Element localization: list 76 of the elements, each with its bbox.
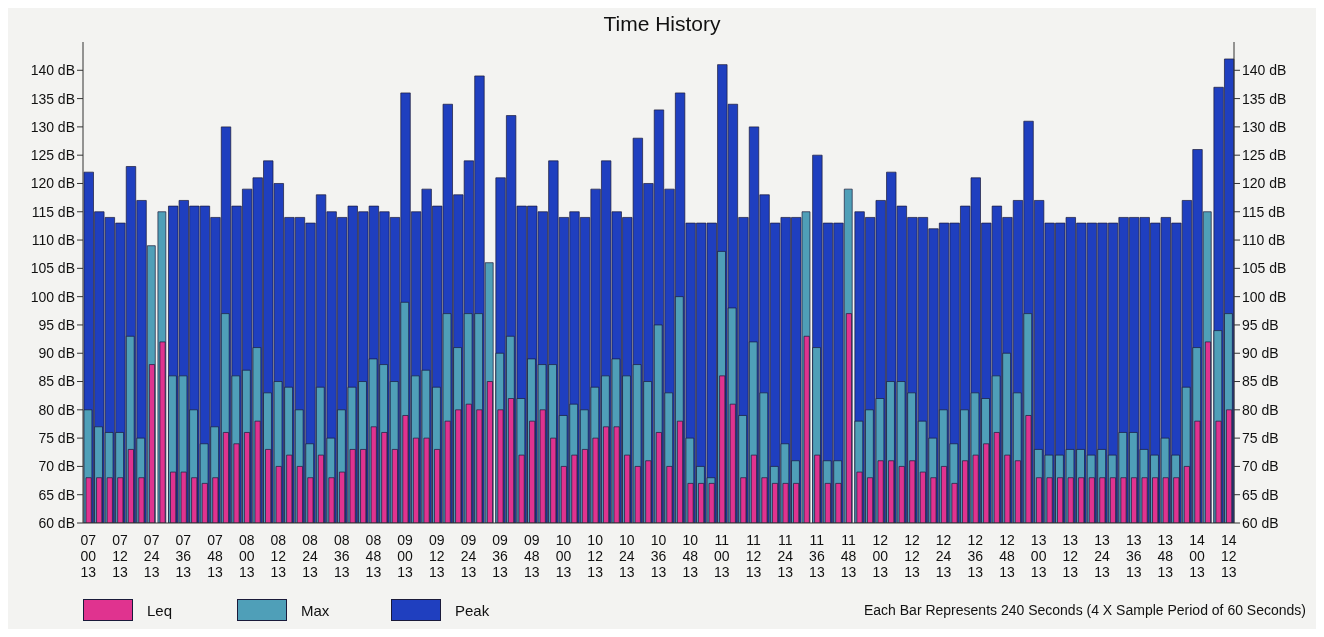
x-tick-label: 07 48 13	[207, 532, 223, 580]
x-tick-label: 13 00 13	[1030, 532, 1047, 580]
y-tick-label: 105 dB	[30, 260, 75, 277]
y2-tick-label: 80 dB	[1242, 401, 1279, 418]
x-tick-label: 12 48 13	[999, 532, 1015, 580]
y-tick-label: 100 dB	[30, 288, 75, 305]
chart-title: Time History	[602, 11, 722, 37]
x-tick-label: 10 24 13	[619, 532, 635, 580]
x-tick-label: 12 36 13	[967, 532, 984, 580]
y2-tick-label: 100 dB	[1242, 288, 1287, 305]
x-tick-label: 12 00 13	[872, 532, 889, 580]
x-tick-label: 10 00 13	[555, 532, 572, 580]
y-tick-label: 95 dB	[38, 316, 75, 333]
y2-tick-label: 90 dB	[1242, 345, 1279, 362]
x-tick-label: 14 12 13	[1220, 532, 1237, 580]
x-tick-label: 11 12 13	[745, 532, 762, 580]
y2-tick-label: 105 dB	[1242, 260, 1287, 277]
y2-tick-label: 130 dB	[1242, 118, 1287, 135]
x-tick-label: 10 12 13	[587, 532, 604, 580]
x-tick-label: 09 36 13	[492, 532, 509, 580]
x-tick-label: 08 12 13	[270, 532, 287, 580]
y-tick-label: 140 dB	[30, 62, 75, 79]
x-tick-label: 08 36 13	[333, 532, 350, 580]
legend-label: Max	[301, 601, 331, 619]
y2-tick-label: 70 dB	[1242, 458, 1279, 475]
y-tick-label: 70 dB	[38, 458, 75, 475]
y-tick-label: 115 dB	[31, 203, 75, 220]
x-tick-label: 07 12 13	[112, 532, 128, 580]
x-tick-label: 07 00 13	[80, 532, 97, 580]
x-tick-label: 09 12 13	[428, 532, 445, 580]
y2-tick-label: 125 dB	[1242, 147, 1287, 164]
y2-tick-label: 75 dB	[1242, 430, 1279, 447]
legend-label: Leq	[147, 601, 174, 619]
x-tick-label: 14 00 13	[1189, 532, 1206, 580]
y-tick-label: 120 dB	[30, 175, 75, 192]
x-tick-label: 10 48 13	[682, 532, 699, 580]
y-tick-label: 85 dB	[38, 373, 75, 390]
y-tick-label: 80 dB	[38, 401, 75, 418]
x-tick-label: 10 36 13	[650, 532, 667, 580]
x-tick-label: 12 24 13	[935, 532, 952, 580]
y-tick-label: 60 dB	[38, 514, 75, 531]
y-tick-label: 130 dB	[30, 118, 75, 135]
y2-tick-label: 85 dB	[1242, 373, 1279, 390]
x-tick-label: 12 12 13	[904, 532, 920, 580]
x-tick-label: 13 12 13	[1062, 532, 1079, 580]
y-tick-label: 65 dB	[38, 486, 75, 503]
legend-label: Peak	[455, 601, 491, 619]
x-tick-label: 09 24 13	[460, 532, 477, 580]
x-tick-label: 13 36 13	[1125, 532, 1142, 580]
y-tick-label: 135 dB	[30, 90, 75, 107]
x-tick-label: 13 48 13	[1157, 532, 1174, 580]
y2-tick-label: 95 dB	[1242, 316, 1279, 333]
x-tick-label: 07 36 13	[175, 532, 192, 580]
y-tick-label: 125 dB	[30, 147, 75, 164]
x-tick-label: 07 24 13	[143, 532, 160, 580]
y2-tick-label: 65 dB	[1242, 486, 1279, 503]
y2-tick-label: 60 dB	[1242, 514, 1279, 531]
y2-tick-label: 135 dB	[1242, 90, 1287, 107]
x-tick-label: 11 24 13	[777, 532, 794, 580]
x-tick-label: 11 00 13	[714, 532, 730, 580]
x-tick-label: 09 48 13	[524, 532, 540, 580]
y-tick-label: 110 dB	[31, 232, 75, 249]
y2-tick-label: 140 dB	[1242, 62, 1287, 79]
x-tick-label: 09 00 13	[397, 532, 414, 580]
x-tick-label: 08 00 13	[238, 532, 255, 580]
text: Each Bar Represents 240 Seconds (4 X Sample Period of 60 Seconds)	[863, 602, 1306, 618]
x-tick-label: 08 48 13	[365, 532, 382, 580]
y2-tick-label: 115 dB	[1242, 203, 1286, 220]
y2-tick-label: 110 dB	[1242, 232, 1286, 249]
x-tick-label: 11 48 13	[840, 532, 857, 580]
x-tick-label: 11 36 13	[809, 532, 825, 580]
x-tick-label: 08 24 13	[302, 532, 319, 580]
y-tick-label: 90 dB	[38, 345, 75, 362]
x-tick-label: 13 24 13	[1094, 532, 1110, 580]
y2-tick-label: 120 dB	[1242, 175, 1287, 192]
y-tick-label: 75 dB	[38, 430, 75, 447]
